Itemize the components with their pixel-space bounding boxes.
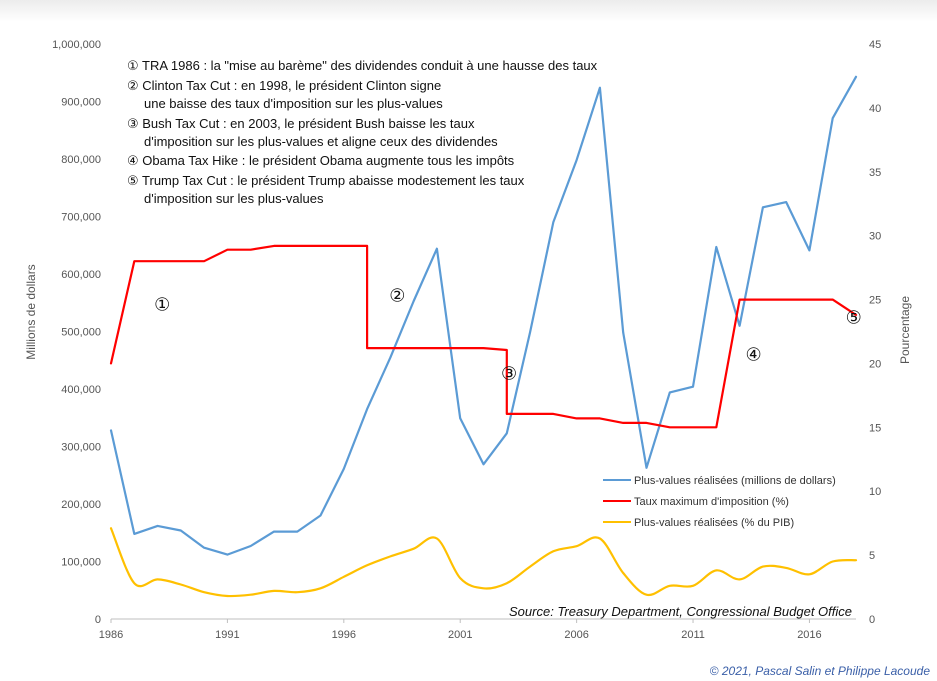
right-y-tick-label: 0 (869, 614, 875, 626)
right-y-tick-label: 15 (869, 422, 881, 434)
note-line-2: ② Clinton Tax Cut : en 1998, le présiden… (127, 78, 441, 93)
note-line-6: ④ Obama Tax Hike : le président Obama au… (127, 153, 515, 168)
x-tick-label: 2006 (564, 629, 588, 641)
left-y-tick-label: 800,000 (61, 154, 101, 166)
note-line-7: ⑤ Trump Tax Cut : le président Trump aba… (127, 173, 525, 188)
annotation-marker: ⑤ (846, 307, 862, 327)
legend-label-max-tax-rate: Taux maximum d'imposition (%) (634, 496, 789, 508)
series-line-gains-pct-gdp (109, 527, 858, 598)
series-line-realized-gains (109, 75, 858, 556)
note-line-8: d'imposition sur les plus-values (144, 191, 324, 206)
chart-legend: Plus-values réalisées (millions de dolla… (603, 475, 836, 529)
annotation-markers: ① ② ③ ④ ⑤ (154, 286, 862, 384)
right-y-tick-label: 10 (869, 486, 881, 498)
x-tick-label: 2011 (681, 629, 705, 641)
left-y-tick-label: 100,000 (61, 557, 101, 569)
legend-label-gains-pct-gdp: Plus-values réalisées (% du PIB) (634, 517, 794, 529)
left-y-axis-ticks: 0 100,000 200,000 300,000 400,000 500,000 600,… (52, 39, 101, 626)
x-axis-ticks: 1986 1991 1996 2001 2006 2011 2016 (99, 619, 822, 641)
x-tick-label: 1991 (215, 629, 239, 641)
annotation-notes: ① TRA 1986 : la "mise au barème" des div… (127, 58, 598, 206)
legend-label-realized-gains: Plus-values réalisées (millions de dolla… (634, 475, 836, 487)
annotation-marker: ① (154, 295, 170, 315)
left-y-axis-title: Millions de dollars (24, 264, 38, 359)
left-y-tick-label: 400,000 (61, 384, 101, 396)
left-y-tick-label: 1,000,000 (52, 39, 101, 51)
right-y-tick-label: 40 (869, 103, 881, 115)
x-tick-label: 2001 (448, 629, 472, 641)
x-tick-label: 1986 (99, 629, 123, 641)
right-y-tick-label: 20 (869, 358, 881, 370)
note-line-1: ① TRA 1986 : la "mise au barème" des div… (127, 58, 598, 73)
note-line-4: ③ Bush Tax Cut : en 2003, le président B… (127, 116, 475, 131)
right-y-axis-title: Pourcentage (898, 296, 912, 364)
copyright-notice: © 2021, Pascal Salin et Philippe Lacoude (710, 664, 931, 678)
x-tick-label: 1996 (332, 629, 356, 641)
annotation-marker: ③ (501, 364, 517, 384)
left-y-tick-label: 500,000 (61, 327, 101, 339)
annotation-marker: ④ (745, 345, 761, 365)
right-y-axis-ticks: 0 5 10 15 20 25 30 35 40 45 (869, 39, 881, 626)
x-tick-label: 2016 (797, 629, 821, 641)
note-line-5: d'imposition sur les plus-values et alig… (144, 134, 498, 149)
left-y-tick-label: 900,000 (61, 97, 101, 109)
left-y-tick-label: 600,000 (61, 269, 101, 281)
right-y-tick-label: 35 (869, 167, 881, 179)
note-line-3: une baisse des taux d'imposition sur les… (144, 96, 443, 111)
series-line-max-tax-rate (109, 244, 858, 429)
left-y-tick-label: 0 (95, 614, 101, 626)
right-y-tick-label: 30 (869, 231, 881, 243)
series-layer (109, 75, 858, 598)
right-y-tick-label: 25 (869, 295, 881, 307)
annotation-marker: ② (389, 286, 405, 306)
right-y-tick-label: 5 (869, 550, 875, 562)
left-y-tick-label: 300,000 (61, 442, 101, 454)
source-note: Source: Treasury Department, Congression… (509, 604, 852, 619)
right-y-tick-label: 45 (869, 39, 881, 51)
left-y-tick-label: 200,000 (61, 499, 101, 511)
left-y-tick-label: 700,000 (61, 212, 101, 224)
